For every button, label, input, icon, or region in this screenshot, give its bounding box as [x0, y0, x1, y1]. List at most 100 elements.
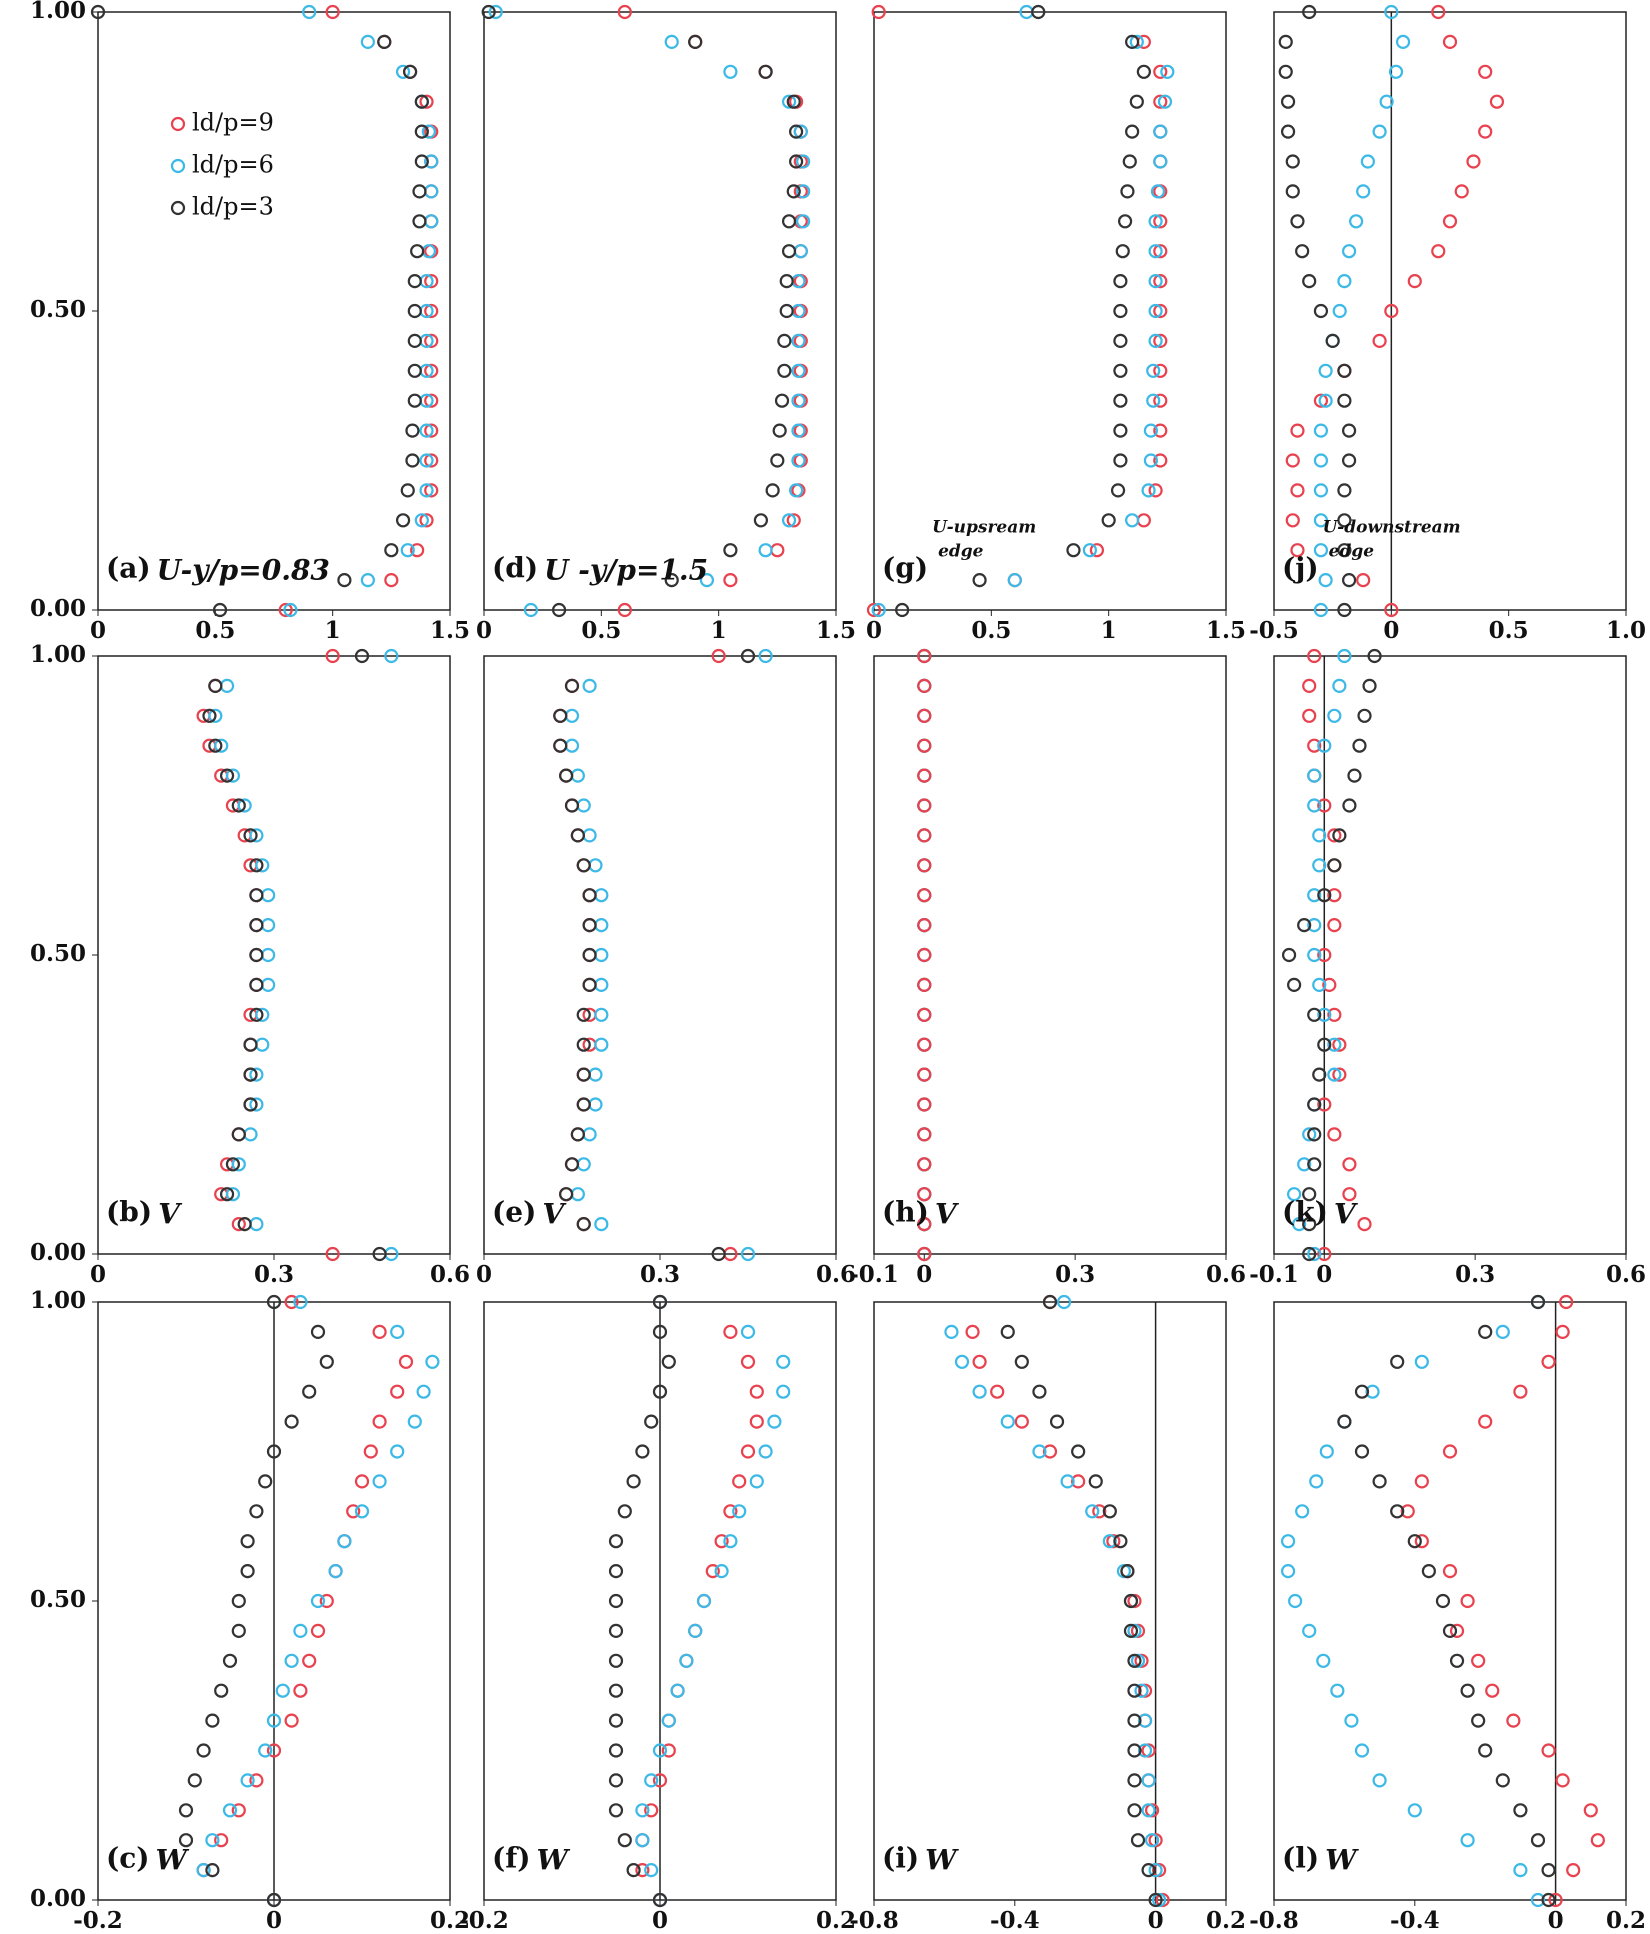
marker — [1123, 1593, 1139, 1609]
marker — [1137, 1713, 1153, 1728]
marker — [740, 1324, 756, 1340]
y-tick-label: 1.00 — [30, 641, 86, 668]
marker — [1136, 513, 1151, 528]
marker — [1332, 678, 1347, 694]
marker — [225, 768, 241, 783]
marker — [1341, 572, 1357, 588]
marker — [258, 1474, 273, 1489]
marker — [214, 1833, 229, 1848]
marker — [1307, 1097, 1322, 1112]
marker — [325, 1246, 340, 1262]
marker — [576, 1157, 591, 1172]
marker — [1153, 214, 1168, 229]
marker — [1280, 124, 1296, 139]
marker — [582, 828, 597, 843]
marker — [1141, 1803, 1156, 1818]
legend-label: ld/p=9 — [192, 109, 274, 137]
marker — [377, 34, 392, 50]
marker — [1153, 154, 1168, 169]
panel-title: W — [925, 1844, 959, 1877]
x-tick-label: 0 — [90, 617, 106, 644]
marker — [1307, 917, 1322, 933]
marker — [319, 1354, 334, 1369]
marker — [302, 4, 317, 20]
marker — [866, 602, 882, 618]
marker — [1066, 543, 1081, 558]
marker — [225, 1187, 241, 1202]
plot-frame — [1273, 655, 1627, 1255]
marker — [1134, 1683, 1149, 1698]
marker — [1287, 977, 1302, 993]
marker — [1127, 1773, 1142, 1788]
marker — [1280, 1534, 1296, 1549]
marker — [424, 214, 439, 229]
marker — [219, 1187, 235, 1202]
x-tick-label: 0 — [476, 1261, 492, 1288]
marker — [346, 1504, 361, 1519]
marker — [208, 678, 223, 694]
marker — [395, 64, 411, 79]
marker — [944, 1324, 959, 1340]
marker — [661, 1713, 676, 1728]
marker — [1113, 453, 1128, 468]
marker — [1113, 303, 1128, 319]
marker — [753, 513, 769, 528]
marker — [231, 1127, 246, 1142]
marker — [1153, 244, 1168, 259]
x-tick-label: 0.3 — [1455, 1261, 1495, 1288]
marker — [1129, 94, 1144, 109]
marker — [243, 1067, 258, 1082]
marker — [1297, 1157, 1312, 1172]
marker — [424, 274, 439, 289]
plot-frame — [483, 655, 837, 1255]
marker — [564, 738, 580, 753]
marker — [1307, 888, 1322, 903]
marker — [255, 858, 270, 873]
marker — [740, 648, 756, 664]
marker — [1153, 453, 1168, 468]
marker — [781, 94, 797, 109]
marker — [1442, 1444, 1458, 1459]
marker — [231, 1593, 246, 1609]
marker — [1302, 4, 1317, 20]
marker — [1160, 64, 1175, 79]
legend-marker — [170, 158, 186, 174]
marker — [1384, 4, 1399, 20]
marker — [384, 648, 399, 664]
marker — [414, 94, 429, 109]
marker — [261, 977, 276, 993]
x-tick-label: 0.3 — [640, 1261, 680, 1288]
marker — [419, 94, 434, 109]
marker — [407, 393, 422, 408]
marker — [249, 917, 264, 933]
marker — [310, 1324, 326, 1340]
marker — [1337, 513, 1352, 528]
marker — [688, 34, 703, 50]
marker — [791, 423, 806, 438]
marker — [1319, 1444, 1334, 1459]
marker — [564, 708, 580, 723]
marker — [302, 1384, 317, 1399]
marker — [705, 1563, 720, 1579]
marker — [723, 1504, 738, 1519]
marker — [403, 64, 418, 79]
marker — [414, 513, 429, 528]
marker — [205, 1713, 220, 1728]
panel-title: edge — [938, 542, 984, 562]
marker — [570, 828, 585, 843]
marker — [786, 94, 801, 109]
marker — [670, 1683, 685, 1698]
marker — [416, 1384, 431, 1399]
marker — [1148, 214, 1163, 229]
x-tick-label: 0.5 — [971, 617, 1011, 644]
marker — [551, 602, 567, 618]
marker — [1031, 4, 1046, 20]
marker — [405, 453, 420, 468]
marker — [1352, 738, 1367, 753]
marker — [1148, 333, 1163, 348]
marker — [954, 1354, 970, 1369]
marker — [410, 244, 425, 259]
marker — [222, 1653, 238, 1668]
y-tick-label: 1.00 — [30, 0, 86, 24]
marker — [266, 1713, 282, 1728]
